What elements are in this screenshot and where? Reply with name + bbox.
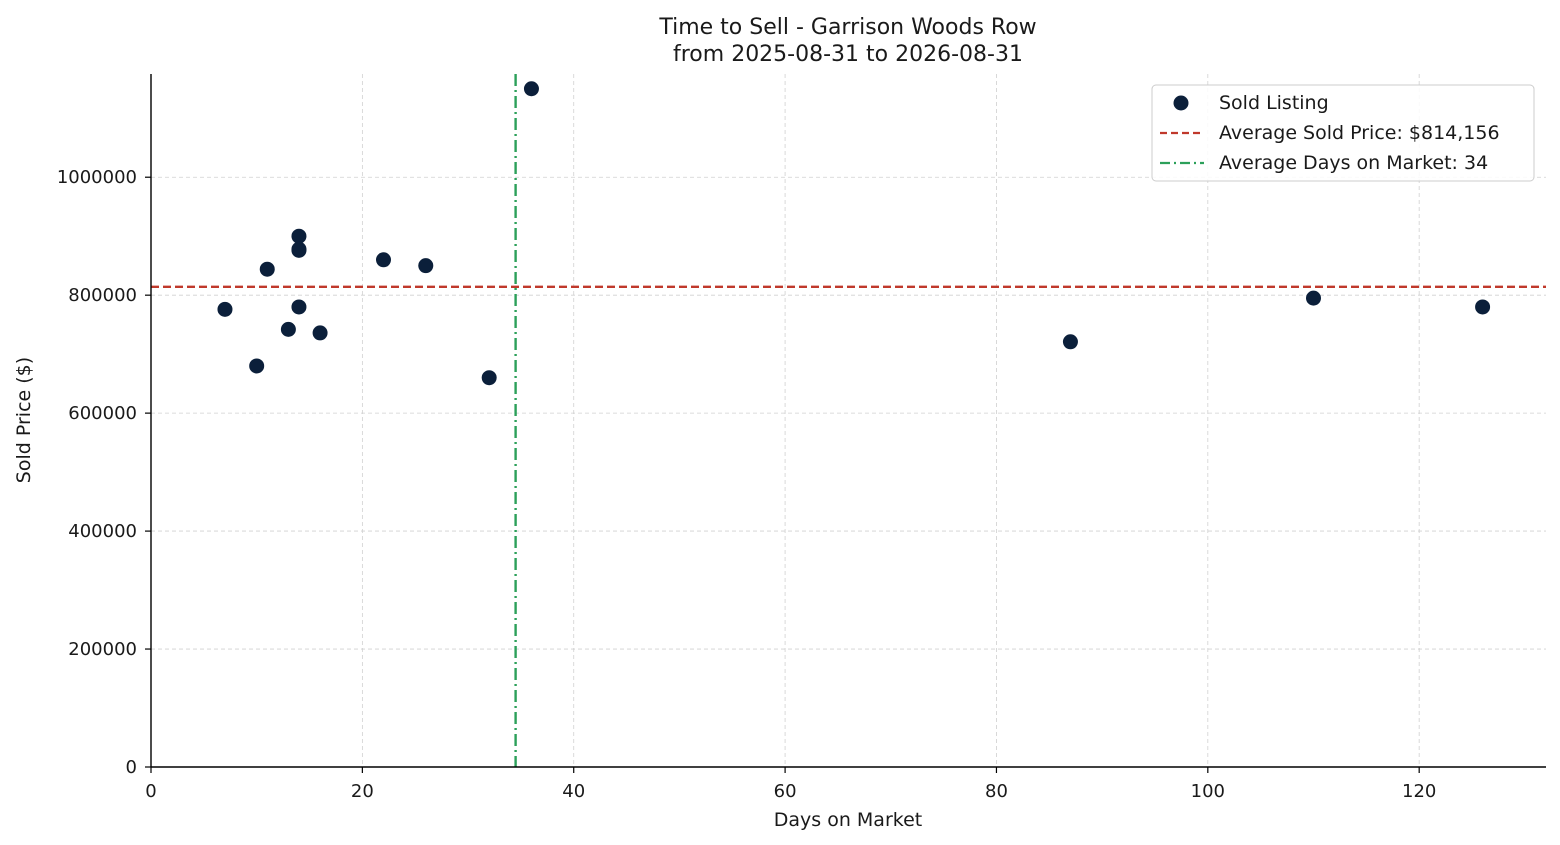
- x-tick-label: 100: [1191, 781, 1225, 802]
- x-tick-label: 80: [985, 781, 1008, 802]
- y-tick-label: 1000000: [57, 167, 137, 188]
- legend-label-average-price: Average Sold Price: $814,156: [1219, 122, 1500, 144]
- legend-marker-sold-listing: [1173, 95, 1189, 111]
- chart-subtitle: from 2025-08-31 to 2026-08-31: [673, 42, 1023, 67]
- data-point: [1475, 299, 1491, 315]
- axes: [150, 74, 1546, 768]
- legend-label-sold-listing: Sold Listing: [1219, 92, 1329, 114]
- data-point: [418, 258, 434, 274]
- data-point: [1306, 290, 1321, 306]
- data-point: [312, 325, 328, 341]
- x-tick-label: 40: [562, 781, 585, 802]
- data-point: [376, 252, 391, 268]
- data-point: [481, 370, 497, 386]
- data-point: [217, 301, 233, 317]
- data-point: [259, 261, 275, 277]
- data-point: [280, 321, 296, 337]
- y-tick-label: 0: [126, 757, 137, 778]
- x-axis-ticks: 0 20 40 60 80 100 120: [145, 767, 1436, 802]
- x-tick-label: 0: [145, 781, 156, 802]
- data-point: [291, 228, 307, 244]
- reference-lines: [151, 74, 1546, 767]
- y-axis-ticks: 0 200000 400000 600000 800000 1000000: [57, 167, 151, 778]
- data-point: [1062, 334, 1078, 350]
- y-tick-label: 200000: [68, 639, 137, 660]
- legend-box: [1151, 84, 1535, 182]
- x-axis-label: Days on Market: [774, 809, 922, 831]
- y-axis-label: Sold Price ($): [13, 357, 35, 483]
- legend: Sold Listing Average Sold Price: $814,15…: [1151, 84, 1535, 182]
- data-point: [291, 241, 307, 257]
- data-point: [291, 299, 307, 315]
- x-tick-label: 20: [351, 781, 374, 802]
- chart-title: Time to Sell - Garrison Woods Row: [658, 15, 1036, 40]
- legend-label-average-days: Average Days on Market: 34: [1219, 152, 1488, 174]
- data-point: [523, 81, 539, 97]
- y-tick-label: 600000: [68, 403, 137, 424]
- data-points: [217, 81, 1491, 386]
- y-tick-label: 800000: [68, 285, 137, 306]
- y-tick-label: 400000: [68, 521, 137, 542]
- data-point: [249, 358, 265, 374]
- x-tick-label: 60: [774, 781, 797, 802]
- x-tick-label: 120: [1402, 781, 1436, 802]
